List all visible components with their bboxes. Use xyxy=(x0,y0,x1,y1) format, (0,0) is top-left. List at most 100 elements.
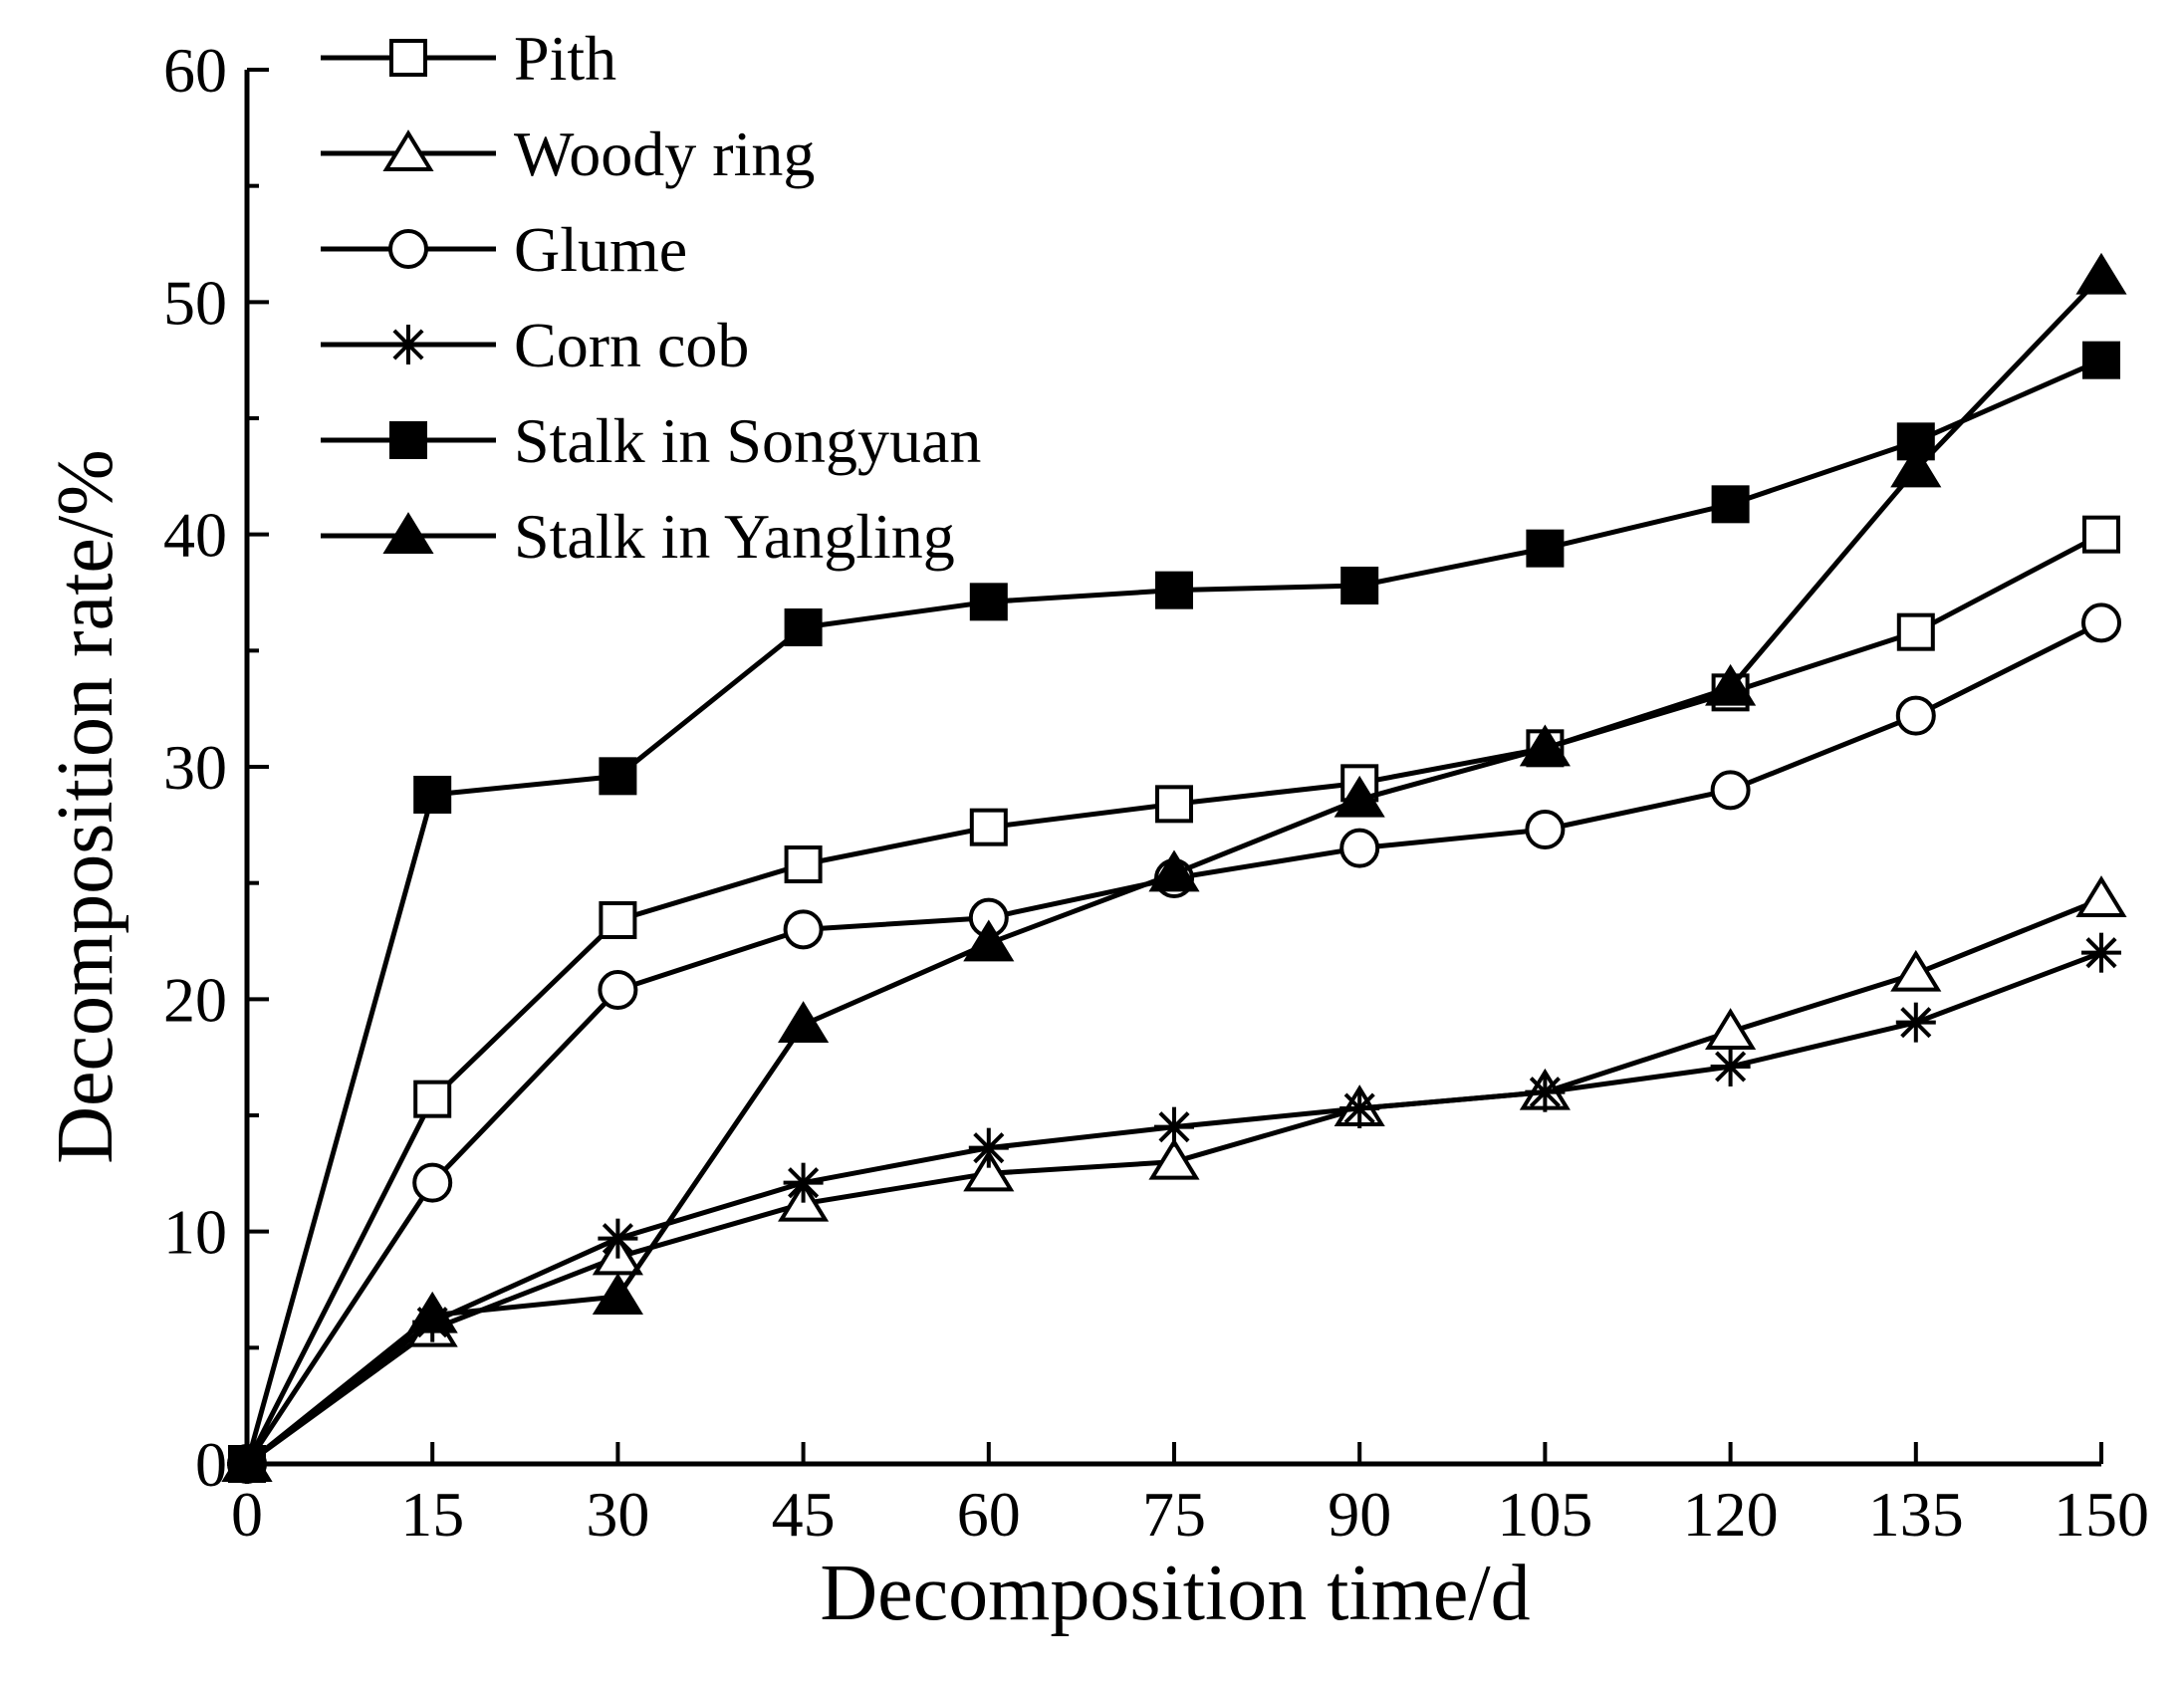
data-point xyxy=(969,583,1008,621)
series-line xyxy=(244,532,2103,1466)
legend-marker xyxy=(382,129,434,171)
data-point xyxy=(1710,770,1751,811)
y-tick-label: 40 xyxy=(163,500,227,571)
data-point xyxy=(1890,949,1942,992)
data-point xyxy=(1896,612,1935,651)
series-layer xyxy=(221,252,2127,1484)
data-point xyxy=(2081,932,2121,973)
data-point xyxy=(406,1291,458,1333)
data-point xyxy=(413,776,452,814)
legend-marker xyxy=(389,39,427,77)
legend-marker xyxy=(389,421,427,459)
asterisk-stroke xyxy=(2085,937,2117,969)
data-point xyxy=(1526,529,1565,568)
data-point xyxy=(784,845,823,883)
data-point xyxy=(963,1149,1015,1192)
x-tick-label: 75 xyxy=(1142,1479,1206,1550)
data-point xyxy=(2081,602,2121,643)
legend-item: Woody ring xyxy=(321,119,815,189)
x-tick-label: 120 xyxy=(1683,1479,1779,1550)
legend-label: Stalk in Yangling xyxy=(514,501,955,572)
data-point xyxy=(2082,341,2120,379)
data-point xyxy=(1525,810,1566,849)
legend-label: Stalk in Songyuan xyxy=(514,405,981,476)
data-point xyxy=(2075,875,2127,917)
data-point xyxy=(778,1001,830,1043)
series-woody-ring xyxy=(221,875,2127,1482)
data-point xyxy=(1705,1008,1757,1050)
x-tick-label: 105 xyxy=(1497,1479,1592,1550)
data-point xyxy=(413,1080,452,1118)
data-point xyxy=(412,1162,453,1203)
data-point xyxy=(1890,445,1942,488)
data-point xyxy=(1339,1088,1380,1128)
data-point xyxy=(1334,775,1385,818)
data-point xyxy=(1155,571,1193,609)
data-point xyxy=(1148,1137,1200,1180)
data-point xyxy=(968,1127,1009,1168)
data-point xyxy=(1710,1047,1751,1086)
data-point xyxy=(783,1162,824,1203)
y-axis-title: Decomposition rate/% xyxy=(42,449,129,1164)
y-tick-label: 50 xyxy=(163,267,227,338)
data-point xyxy=(598,970,638,1010)
data-point xyxy=(963,919,1015,962)
x-tick-label: 60 xyxy=(957,1479,1021,1550)
asterisk-stroke xyxy=(788,1167,820,1199)
x-tick-label: 90 xyxy=(1328,1479,1391,1550)
series-line xyxy=(245,950,2102,1466)
data-point xyxy=(969,808,1008,846)
x-tick-label: 30 xyxy=(586,1479,649,1550)
asterisk-stroke xyxy=(1158,1111,1190,1143)
series-stalk-in-yangling xyxy=(221,252,2127,1482)
legend-label: Pith xyxy=(514,23,616,94)
data-point xyxy=(784,608,823,646)
series-line xyxy=(245,896,2102,1467)
axes: 0 10 20 30 40 50 60 0 15 30 45 60 75 90 105 120 135 150 xyxy=(163,35,2149,1550)
x-tick-label: 135 xyxy=(1868,1479,1964,1550)
y-tick-label: 30 xyxy=(163,732,227,803)
data-point xyxy=(2082,515,2120,554)
legend-item: Pith xyxy=(321,23,616,94)
data-point xyxy=(1525,1072,1566,1112)
asterisk-stroke xyxy=(1715,1051,1747,1083)
data-point xyxy=(598,1218,638,1259)
asterisk-stroke xyxy=(1529,1077,1561,1108)
x-tick-label: 0 xyxy=(231,1479,263,1550)
series-corn-cob xyxy=(227,932,2121,1484)
legend-marker xyxy=(388,325,428,364)
data-point xyxy=(1711,485,1750,524)
legend-label: Woody ring xyxy=(514,119,815,189)
asterisk-stroke xyxy=(1900,1007,1932,1039)
y-tick-label: 20 xyxy=(163,964,227,1035)
data-point xyxy=(1340,567,1379,604)
asterisk-stroke xyxy=(392,329,424,361)
x-tick-label: 15 xyxy=(400,1479,464,1550)
x-axis-title: Decomposition time/d xyxy=(820,1550,1530,1637)
legend-marker xyxy=(382,512,434,554)
data-point xyxy=(783,909,824,950)
data-point xyxy=(1154,1106,1194,1147)
asterisk-stroke xyxy=(973,1132,1005,1164)
data-point xyxy=(2075,252,2127,295)
data-point xyxy=(221,1440,273,1482)
data-point xyxy=(599,901,637,939)
legend-item: Stalk in Songyuan xyxy=(321,405,981,476)
legend-item: Stalk in Yangling xyxy=(321,501,955,572)
data-point xyxy=(1148,849,1200,892)
y-tick-label: 0 xyxy=(195,1429,227,1500)
legend-marker xyxy=(388,229,428,269)
data-point xyxy=(599,757,637,796)
data-point xyxy=(1705,663,1757,706)
data-point xyxy=(1339,828,1380,868)
data-point xyxy=(1155,785,1193,824)
y-tick-label: 10 xyxy=(163,1197,227,1268)
data-point xyxy=(1895,1002,1936,1043)
data-point xyxy=(1895,695,1936,736)
legend-item: Glume xyxy=(321,214,687,285)
y-tick-label: 60 xyxy=(163,35,227,106)
data-point xyxy=(1519,724,1571,767)
x-tick-label: 150 xyxy=(2054,1479,2149,1550)
legend-item: Corn cob xyxy=(321,310,749,380)
